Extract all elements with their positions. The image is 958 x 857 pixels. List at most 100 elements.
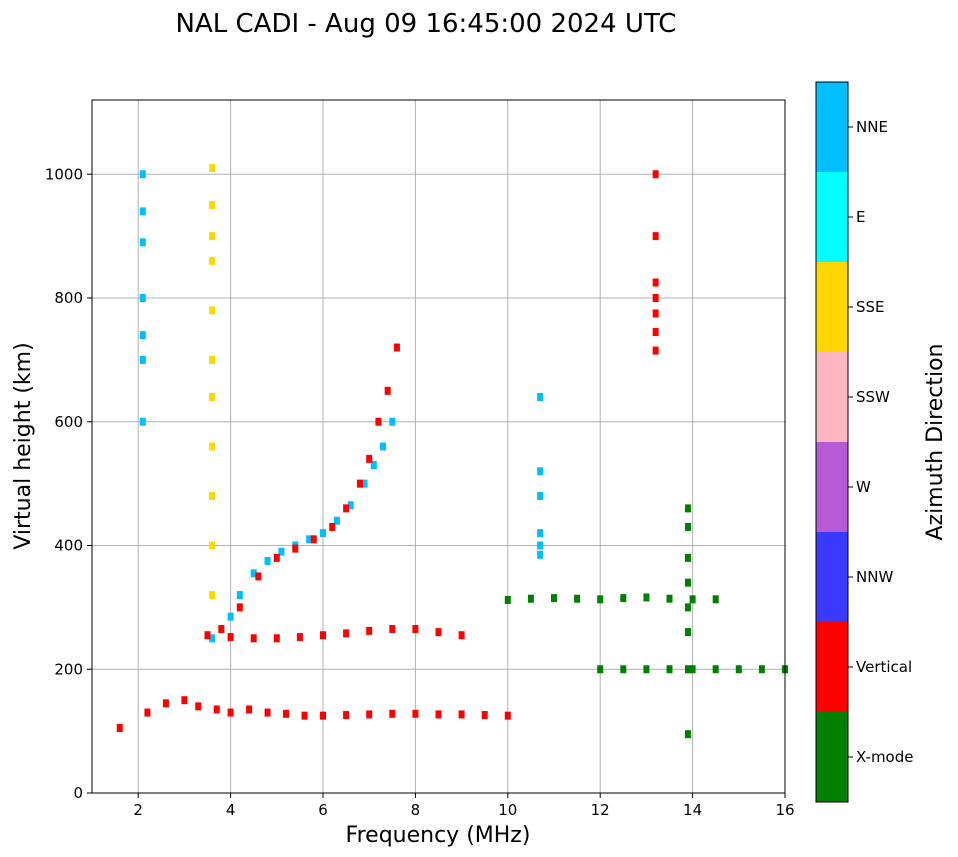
echo-point <box>139 417 146 426</box>
echo-point <box>320 631 326 640</box>
echo-point <box>301 711 308 720</box>
echo-point <box>684 553 691 562</box>
echo-point <box>735 665 742 674</box>
colorbar-tick-label: Vertical <box>856 658 912 676</box>
echo-point <box>296 633 303 642</box>
echo-point <box>209 492 216 500</box>
echo-point <box>236 591 243 599</box>
colorbar-tick-label: E <box>856 208 865 226</box>
echo-series <box>652 170 659 355</box>
echo-point <box>689 595 696 604</box>
echo-point <box>597 595 604 604</box>
echo-point <box>712 665 719 674</box>
echo-point <box>209 232 216 241</box>
echo-point <box>320 529 326 538</box>
echo-point <box>652 294 659 302</box>
echo-point <box>652 346 659 355</box>
echo-point <box>162 699 169 708</box>
echo-point <box>537 529 544 538</box>
echo-point <box>574 594 581 603</box>
y-tick-label: 1000 <box>45 165 83 183</box>
echo-point <box>209 256 216 265</box>
echo-series <box>116 696 511 733</box>
echo-point <box>389 625 396 634</box>
echo-point <box>620 594 627 603</box>
echo-point <box>366 626 373 635</box>
echo-point <box>393 343 400 352</box>
echo-point <box>139 355 146 364</box>
echo-series <box>139 170 146 426</box>
y-tick-label: 0 <box>73 784 83 802</box>
y-tick-label: 200 <box>54 660 83 678</box>
colorbar-tick-label: NNW <box>856 568 893 586</box>
echo-point <box>278 547 285 556</box>
echo-point <box>684 522 691 531</box>
echo-point <box>343 711 350 720</box>
echo-point <box>116 724 123 733</box>
echo-point <box>310 535 317 544</box>
echo-point <box>684 628 691 637</box>
echo-point <box>537 541 544 550</box>
y-axis-label: Virtual height (km) <box>11 342 36 549</box>
echo-point <box>292 544 299 553</box>
echo-point <box>246 705 253 714</box>
echo-point <box>209 393 216 401</box>
echo-point <box>227 633 234 642</box>
echo-point <box>684 603 691 612</box>
echo-point <box>144 708 151 717</box>
echo-point <box>273 634 280 643</box>
echo-point <box>537 492 544 500</box>
echo-point <box>370 461 377 470</box>
x-tick-label: 14 <box>683 801 702 819</box>
echo-point <box>204 631 211 640</box>
echo-series <box>537 393 544 559</box>
echo-point <box>320 711 326 720</box>
x-tick-label: 16 <box>775 801 794 819</box>
echo-point <box>527 594 534 603</box>
echo-point <box>652 170 659 179</box>
echo-point <box>283 709 290 718</box>
echo-series <box>209 164 216 599</box>
colorbar-frame <box>815 81 849 803</box>
echo-point <box>684 665 691 674</box>
echo-point <box>356 479 363 488</box>
echo-point <box>209 591 216 599</box>
echo-point <box>250 634 257 643</box>
echo-point <box>139 170 146 179</box>
echo-point <box>209 634 216 643</box>
echo-point <box>551 594 557 603</box>
echo-series <box>597 665 788 674</box>
echo-point <box>209 541 216 550</box>
colorbar-tick-label: X-mode <box>856 748 913 766</box>
echo-point <box>652 278 659 287</box>
echo-point <box>306 535 313 544</box>
colorbar-tick-label: NNE <box>856 118 888 136</box>
echo-point <box>504 595 511 604</box>
echo-point <box>273 553 280 562</box>
echo-point <box>504 711 511 720</box>
echo-point <box>389 709 396 718</box>
echo-point <box>684 730 691 739</box>
echo-point <box>412 709 419 718</box>
echo-point <box>643 593 650 602</box>
echo-point <box>652 309 659 318</box>
echo-point <box>139 238 146 247</box>
colorbar-tick-label: W <box>856 478 871 496</box>
echo-point <box>255 572 262 581</box>
echo-point <box>537 393 544 401</box>
echo-point <box>209 306 216 315</box>
echo-point <box>264 556 271 565</box>
echo-point <box>689 665 696 674</box>
azimuth-colorbar: X-mode Vertical NNW W SSW SSE E NNE <box>815 81 913 803</box>
x-tick-label: 4 <box>226 801 236 819</box>
echo-series <box>204 625 465 643</box>
echo-point <box>195 702 202 711</box>
echo-point <box>329 522 336 531</box>
colorbar-tick-label: SSW <box>856 388 890 406</box>
echo-point <box>343 629 350 638</box>
echo-point <box>139 207 146 216</box>
x-tick-label: 6 <box>318 801 328 819</box>
echo-points <box>116 164 788 739</box>
colorbar-segment <box>816 442 848 532</box>
plot-frame <box>91 99 786 794</box>
